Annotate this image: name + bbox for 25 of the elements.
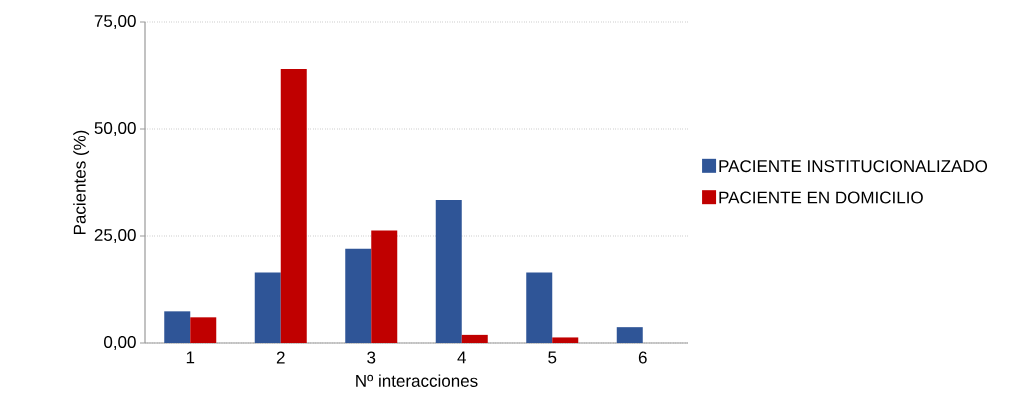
legend-label: PACIENTE EN DOMICILIO xyxy=(719,191,923,204)
x-tick-label: 6 xyxy=(638,351,647,364)
bar xyxy=(190,317,217,343)
x-tick-label: 3 xyxy=(367,351,376,364)
bar xyxy=(526,272,553,343)
x-tick-label: 1 xyxy=(186,351,195,364)
bar xyxy=(254,272,281,343)
x-tick-label: 5 xyxy=(548,351,557,364)
x-tick-label: 2 xyxy=(276,351,285,364)
x-tick-label: 4 xyxy=(457,351,466,364)
bar xyxy=(164,311,191,343)
x-axis-title: Nº interacciones xyxy=(356,374,478,387)
bar xyxy=(371,230,398,343)
bar xyxy=(552,337,579,343)
y-tick-label: 0,00 xyxy=(104,335,136,351)
y-tick-label: 75,00 xyxy=(94,14,136,30)
y-tick-label: 25,00 xyxy=(94,228,136,244)
bar xyxy=(345,248,372,343)
bar xyxy=(435,200,462,343)
legend-label: PACIENTE INSTITUCIONALIZADO xyxy=(719,160,988,173)
bar xyxy=(461,334,488,343)
bar xyxy=(280,69,307,343)
y-axis-title: Pacientes (%) xyxy=(73,130,90,235)
y-tick-label: 50,00 xyxy=(94,121,136,137)
bar xyxy=(616,327,643,343)
